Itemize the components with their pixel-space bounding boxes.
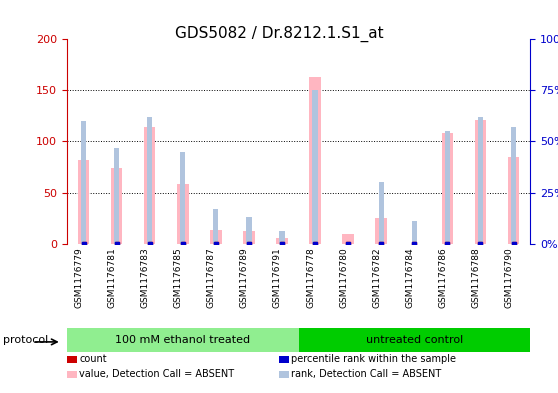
Bar bbox=[147, 117, 152, 244]
Bar bbox=[246, 217, 252, 244]
Bar bbox=[210, 230, 222, 244]
Bar bbox=[144, 127, 156, 244]
Bar bbox=[379, 182, 384, 244]
Text: count: count bbox=[79, 354, 107, 364]
Bar bbox=[177, 184, 189, 244]
Bar bbox=[343, 235, 354, 244]
Bar bbox=[312, 90, 318, 244]
Bar bbox=[376, 218, 387, 244]
Bar bbox=[111, 168, 122, 244]
Bar bbox=[280, 231, 285, 244]
Text: GSM1176789: GSM1176789 bbox=[240, 248, 249, 309]
Text: GSM1176787: GSM1176787 bbox=[207, 248, 216, 309]
Text: protocol: protocol bbox=[3, 335, 48, 345]
Bar bbox=[213, 209, 218, 244]
Bar bbox=[441, 133, 453, 244]
Text: GSM1176784: GSM1176784 bbox=[405, 248, 414, 308]
Bar bbox=[243, 231, 254, 244]
Text: GSM1176788: GSM1176788 bbox=[472, 248, 480, 309]
Text: rank, Detection Call = ABSENT: rank, Detection Call = ABSENT bbox=[291, 369, 441, 379]
Bar bbox=[508, 157, 519, 244]
Bar bbox=[276, 237, 288, 244]
Bar bbox=[478, 117, 483, 244]
Text: GSM1176786: GSM1176786 bbox=[439, 248, 448, 309]
Bar bbox=[511, 127, 516, 244]
Bar bbox=[412, 221, 417, 244]
Text: percentile rank within the sample: percentile rank within the sample bbox=[291, 354, 456, 364]
Text: 100 mM ethanol treated: 100 mM ethanol treated bbox=[115, 335, 251, 345]
Text: GSM1176780: GSM1176780 bbox=[339, 248, 348, 309]
Bar bbox=[180, 152, 185, 244]
Text: GSM1176790: GSM1176790 bbox=[504, 248, 513, 309]
Text: untreated control: untreated control bbox=[365, 335, 463, 345]
Text: GSM1176779: GSM1176779 bbox=[75, 248, 84, 309]
FancyBboxPatch shape bbox=[299, 328, 530, 352]
Text: GSM1176778: GSM1176778 bbox=[306, 248, 315, 309]
Text: GSM1176791: GSM1176791 bbox=[273, 248, 282, 309]
FancyBboxPatch shape bbox=[67, 328, 299, 352]
Text: GSM1176783: GSM1176783 bbox=[141, 248, 150, 309]
Bar bbox=[81, 121, 86, 244]
Bar bbox=[475, 120, 486, 244]
Bar bbox=[309, 77, 321, 244]
Text: value, Detection Call = ABSENT: value, Detection Call = ABSENT bbox=[79, 369, 234, 379]
Bar bbox=[445, 131, 450, 244]
Text: GSM1176785: GSM1176785 bbox=[174, 248, 183, 309]
Text: GSM1176781: GSM1176781 bbox=[108, 248, 117, 309]
Text: GSM1176782: GSM1176782 bbox=[372, 248, 381, 308]
Bar bbox=[78, 160, 89, 244]
Bar bbox=[114, 148, 119, 244]
Text: GDS5082 / Dr.8212.1.S1_at: GDS5082 / Dr.8212.1.S1_at bbox=[175, 26, 383, 42]
